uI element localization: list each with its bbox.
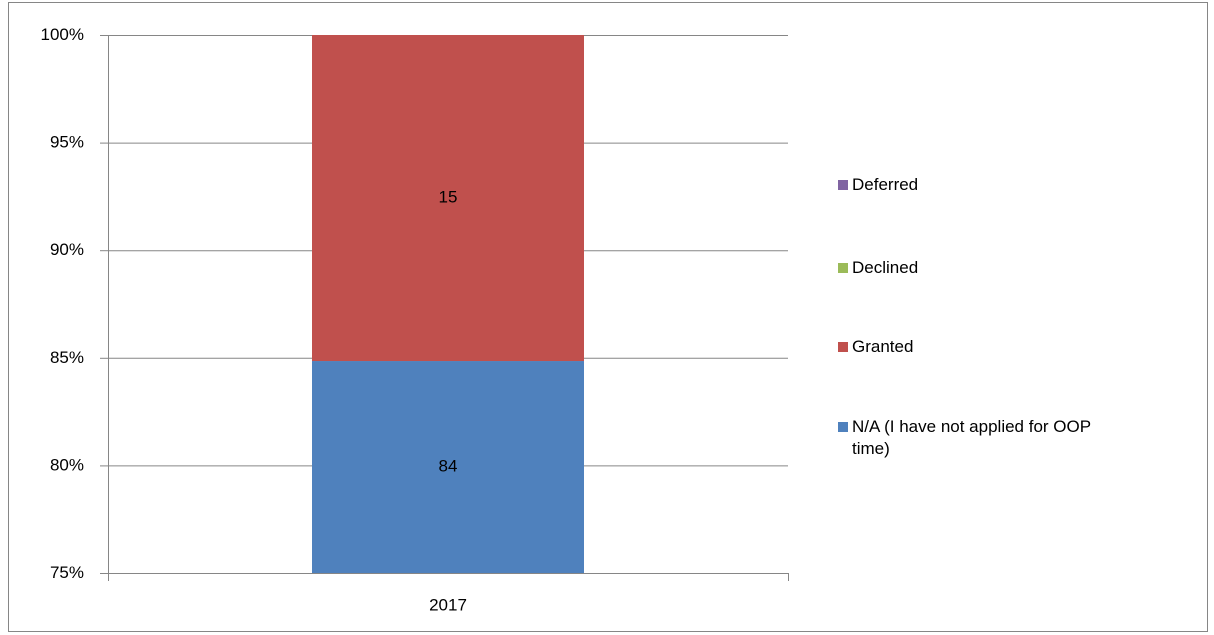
legend-swatch bbox=[838, 422, 848, 432]
legend-label: Deferred bbox=[852, 175, 919, 194]
data-label: 84 bbox=[439, 456, 458, 475]
bar-segment bbox=[312, 361, 584, 573]
legend-label: N/A (I have not applied for OOP time) bbox=[852, 417, 1091, 458]
legend-label: Granted bbox=[852, 337, 914, 356]
y-tick-label: 95% bbox=[50, 133, 84, 152]
y-tick-label: 85% bbox=[50, 348, 84, 367]
chart-border bbox=[8, 2, 1208, 632]
y-tick-label: 90% bbox=[50, 240, 84, 259]
legend-label: Declined bbox=[852, 258, 919, 277]
legend-swatch bbox=[838, 263, 848, 273]
x-tick-label: 2017 bbox=[429, 595, 467, 614]
data-label: 15 bbox=[439, 187, 458, 206]
y-tick-label: 100% bbox=[41, 25, 84, 44]
legend-swatch bbox=[838, 342, 848, 352]
legend-swatch bbox=[838, 180, 848, 190]
y-tick-label: 75% bbox=[50, 563, 84, 582]
bar-segment bbox=[312, 35, 584, 362]
y-tick-label: 80% bbox=[50, 455, 84, 474]
